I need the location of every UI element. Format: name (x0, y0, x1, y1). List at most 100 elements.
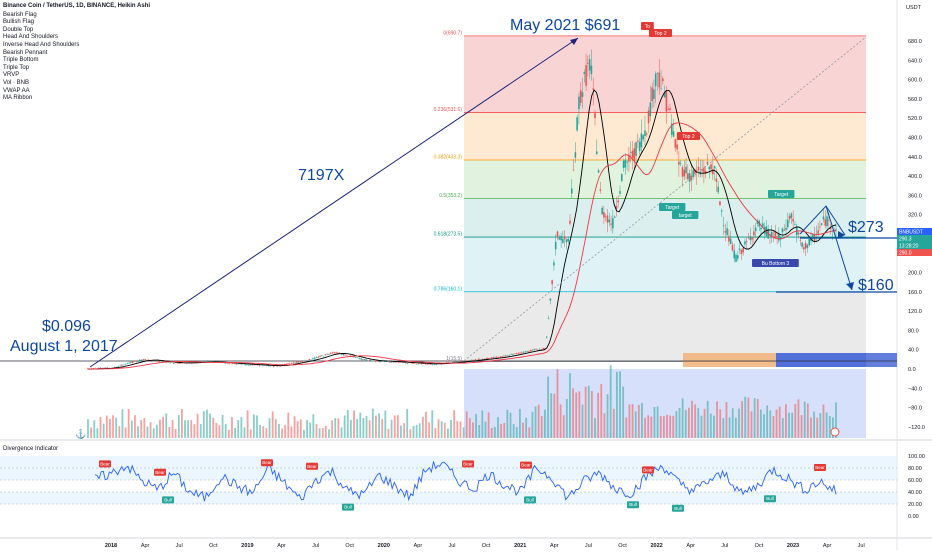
bull-tag[interactable] (342, 503, 354, 511)
volume-bar (619, 371, 621, 438)
indicator-item[interactable]: Bullish Flag (3, 19, 35, 26)
volume-bar (115, 417, 118, 438)
volume-bar (371, 408, 374, 438)
bear-tag-text: Bear (307, 464, 317, 469)
bear-tag[interactable] (154, 468, 166, 476)
peak-annotation[interactable]: May 2021 $691 (510, 17, 620, 34)
candle-body (258, 364, 261, 366)
volume-bar (206, 409, 208, 438)
bull-tag[interactable] (672, 504, 684, 512)
level-160-label[interactable]: $160 (858, 277, 894, 294)
candle-body (421, 363, 423, 365)
bear-tag[interactable] (814, 464, 826, 471)
bull-tag[interactable] (627, 501, 639, 509)
time-tick-label: Oct (755, 543, 764, 549)
bear-tag[interactable] (462, 460, 474, 468)
pattern-label-box[interactable] (752, 259, 799, 267)
bear-tag[interactable] (261, 459, 273, 467)
candle-body (297, 361, 300, 363)
indicator-item[interactable]: Triple Bottom (3, 57, 39, 64)
candle-body (378, 361, 380, 363)
bull-tag[interactable] (524, 496, 536, 504)
volume-bar (234, 428, 236, 438)
candle-body (376, 360, 379, 362)
bear-tag[interactable] (306, 462, 318, 470)
pattern-label-box[interactable] (641, 22, 654, 30)
volume-bar (738, 408, 740, 438)
symbol-title[interactable]: Binance Coin / TetherUS, 1D, BINANCE, He… (3, 3, 151, 9)
start-date-annotation[interactable]: August 1, 2017 (10, 338, 118, 355)
last-price-tag[interactable] (897, 228, 932, 235)
indicator-item[interactable]: Bearish Flag (3, 11, 37, 18)
candle-body (640, 133, 643, 148)
growth-arrow-line[interactable] (89, 37, 579, 368)
candle-body (487, 357, 489, 360)
bear-tag[interactable] (642, 466, 654, 474)
projection-arrow[interactable] (825, 205, 853, 291)
price-tag[interactable] (897, 235, 932, 242)
candle-body (476, 359, 478, 361)
price-tick-label: −40.0 (908, 386, 922, 392)
pattern-label-box[interactable] (672, 211, 699, 219)
candle-body (247, 364, 250, 366)
volume-bar (650, 416, 653, 438)
volume-bar (209, 413, 211, 438)
volume-bar (803, 401, 806, 438)
candle-body (567, 238, 570, 242)
indicator-item[interactable]: Inverse Head And Shoulders (3, 41, 80, 48)
price-tick-label: 440.0 (908, 155, 922, 161)
candle-body (319, 355, 321, 357)
candle-body (517, 352, 520, 354)
indicator-item[interactable]: Head And Shoulders (3, 34, 59, 41)
candle-body (676, 144, 678, 150)
flag-icon[interactable] (830, 427, 840, 437)
candle-body (290, 363, 293, 364)
indicator-item[interactable]: Vol · BNB (3, 79, 30, 86)
oscillator-title[interactable]: Divergence Indicator (3, 446, 59, 452)
volume-bar (575, 392, 578, 438)
bull-tag[interactable] (162, 496, 174, 504)
volume-bar (531, 411, 534, 438)
fib-level-label: 0.786(160.1) (434, 286, 463, 292)
pattern-label-box[interactable] (649, 29, 672, 37)
bull-tag[interactable] (764, 495, 776, 503)
pattern-label-box[interactable] (677, 132, 700, 140)
bear-tag[interactable] (520, 461, 532, 469)
volume-bar (559, 404, 562, 438)
countdown-tag[interactable] (897, 242, 932, 249)
candle-body (556, 231, 559, 238)
pattern-label-box[interactable] (659, 203, 686, 211)
volume-bar (581, 404, 584, 438)
volume-bar (218, 425, 221, 438)
start-price-annotation[interactable]: $0.096 (42, 318, 91, 335)
candle-body (829, 227, 832, 230)
indicator-item[interactable]: VWAP AA (3, 87, 30, 94)
osc-oversold-band (0, 492, 897, 504)
volume-bar (659, 416, 662, 438)
fib-level-label: 0.618(273.5) (434, 232, 463, 238)
indicator-item[interactable]: Bearish Pennant (3, 49, 48, 56)
candle-body (365, 359, 368, 361)
volume-bar (484, 421, 487, 438)
indicator-item[interactable]: MA Ribbon (3, 95, 33, 102)
indicator-item[interactable]: VRVP (3, 72, 20, 79)
ma-slow-line[interactable] (87, 122, 837, 370)
vrvp-range (464, 369, 866, 438)
bear-tag[interactable] (99, 460, 111, 468)
indicator-item[interactable]: Double Top (3, 26, 34, 33)
level-273-label[interactable]: $273 (848, 219, 884, 236)
pattern-label-box[interactable] (768, 190, 795, 198)
candle-body (531, 349, 534, 351)
volume-bar (675, 411, 678, 438)
fib-level-label: 1(15.5) (446, 356, 462, 362)
indicator-item[interactable]: Triple Top (3, 64, 30, 71)
divergence-line[interactable] (94, 461, 837, 502)
candle-body (645, 133, 648, 135)
volume-bar (259, 424, 262, 438)
secondary-price-tag[interactable] (897, 249, 932, 256)
price-tick-label: 160.0 (908, 290, 922, 296)
multiplier-annotation[interactable]: 7197X (298, 167, 345, 184)
price-tick-label: 640.0 (908, 58, 922, 64)
